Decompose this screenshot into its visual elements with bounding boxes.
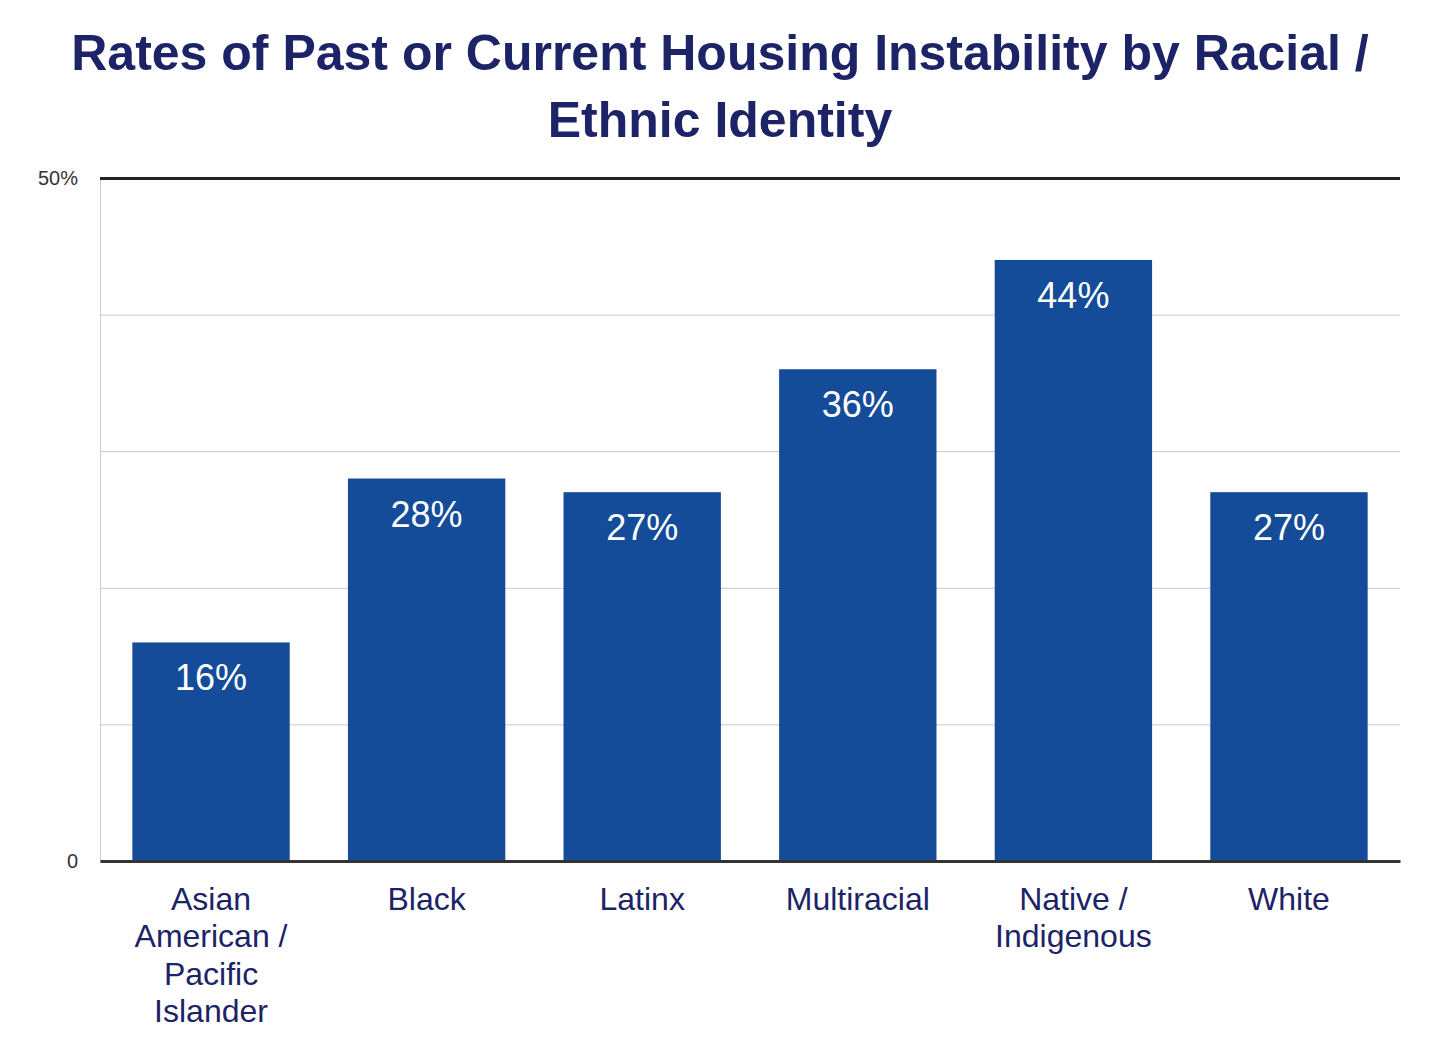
grid-line — [100, 724, 1400, 725]
grid-line — [100, 861, 1400, 862]
bars — [132, 260, 1367, 861]
text-line: Indigenous — [995, 918, 1152, 954]
x-tick-label: Black — [387, 881, 466, 917]
x-tick-label: Multiracial — [786, 881, 930, 917]
x-tick: Multiracial — [786, 861, 930, 917]
data-label: 16% — [175, 657, 247, 698]
data-label: 36% — [822, 384, 894, 425]
text-line: White — [1248, 881, 1330, 917]
text-line: Pacific — [164, 956, 258, 992]
chart: Rates of Past or Current Housing Instabi… — [0, 0, 1440, 1037]
bar — [348, 479, 505, 861]
text-line: Native / — [1019, 881, 1128, 917]
text-line: Latinx — [600, 881, 685, 917]
grid-line — [100, 315, 1400, 316]
text-line: Black — [387, 881, 466, 917]
x-axis-line — [101, 860, 1401, 863]
x-tick-label: White — [1248, 881, 1330, 917]
data-labels: 16% 28% 27% 36% 44% 27% — [175, 275, 1325, 698]
bar — [564, 492, 721, 861]
text-line: Rates of Past or Current Housing Instabi… — [71, 25, 1369, 81]
data-label: 44% — [1037, 275, 1109, 316]
y-tick — [100, 724, 1400, 725]
title: Rates of Past or Current Housing Instabi… — [71, 25, 1369, 148]
y-axis: 0 50% — [38, 167, 1400, 872]
y-tick — [100, 588, 1400, 589]
y-tick-label: 0 — [67, 850, 78, 872]
x-tick: White — [1248, 861, 1330, 917]
data-label: 28% — [391, 494, 463, 535]
data-label: 27% — [1253, 507, 1325, 548]
x-axis: AsianAmerican /PacificIslander Black Latin… — [101, 861, 1401, 1029]
x-tick: Native /Indigenous — [995, 861, 1152, 954]
grid-line — [100, 451, 1400, 452]
bar — [1210, 492, 1367, 861]
bar — [995, 260, 1152, 861]
data-label: 27% — [606, 507, 678, 548]
y-axis-line — [101, 179, 1401, 862]
plot: 0 50% AsianAmerican /PacificIslander Black L… — [38, 167, 1401, 1029]
x-tick-label: Latinx — [600, 881, 685, 917]
x-tick: AsianAmerican /PacificIslander — [135, 861, 288, 1029]
grid-line — [100, 588, 1400, 589]
bar — [132, 642, 289, 861]
text-line: American / — [135, 918, 288, 954]
text-line: Multiracial — [786, 881, 930, 917]
y-tick-label: 50% — [38, 167, 78, 189]
x-tick-label: AsianAmerican /PacificIslander — [135, 881, 288, 1029]
text-line: Asian — [171, 881, 251, 917]
text-line: Ethnic Identity — [548, 92, 893, 148]
bar — [779, 369, 936, 861]
x-tick: Black — [387, 861, 466, 917]
text-line: Islander — [154, 993, 268, 1029]
grid-line — [100, 177, 1400, 180]
y-tick — [100, 315, 1400, 316]
x-tick: Latinx — [600, 861, 685, 917]
y-tick: 50% — [38, 167, 1400, 189]
y-tick — [100, 451, 1400, 452]
x-tick-label: Native /Indigenous — [995, 881, 1152, 954]
